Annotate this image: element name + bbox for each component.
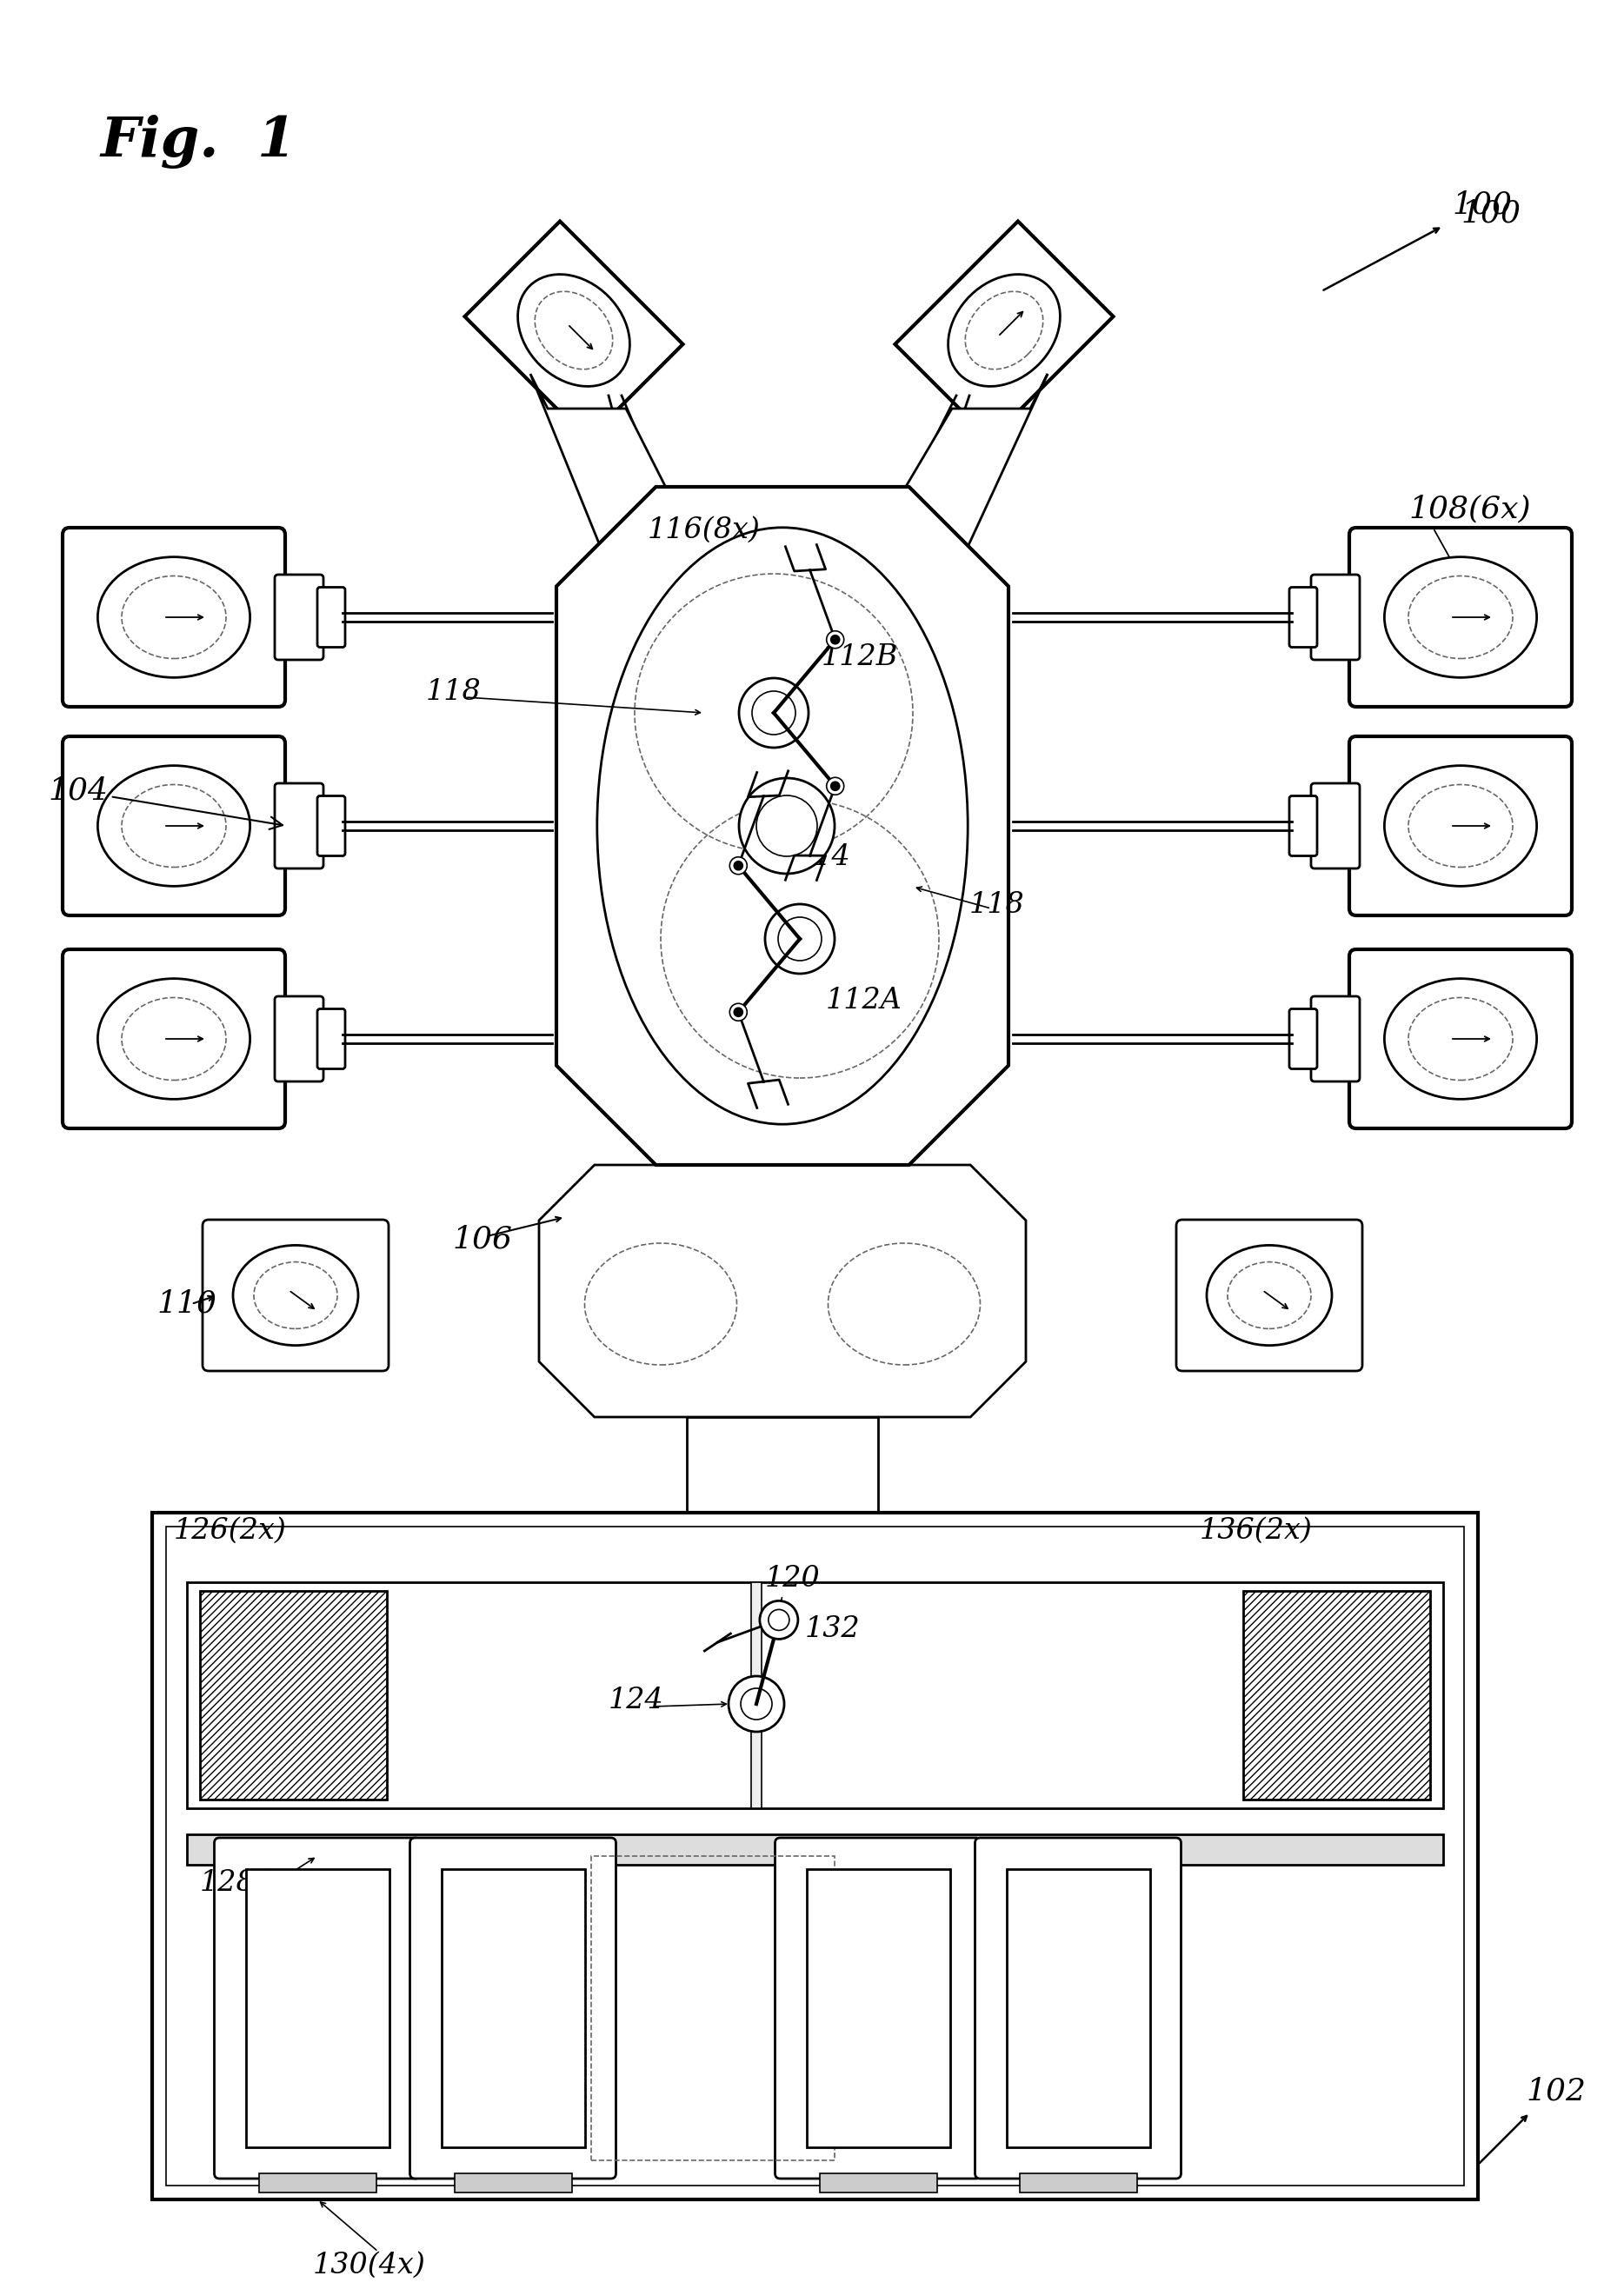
Circle shape [752,691,796,735]
Circle shape [739,678,809,749]
Circle shape [831,783,840,790]
Bar [187,1833,1444,1866]
Ellipse shape [1207,1245,1332,1346]
Text: 136(2x): 136(2x) [1200,1518,1312,1545]
Ellipse shape [97,556,250,678]
Bar [200,1591,387,1799]
Circle shape [729,1003,747,1021]
Polygon shape [539,1165,1026,1417]
Circle shape [729,1676,784,1733]
FancyBboxPatch shape [317,797,346,856]
Circle shape [739,778,835,874]
Bar [687,1417,879,1513]
Text: 116(8x): 116(8x) [648,515,760,545]
FancyBboxPatch shape [1350,737,1572,916]
Text: 104: 104 [47,776,283,829]
Ellipse shape [97,980,250,1099]
FancyBboxPatch shape [1350,529,1572,707]
FancyBboxPatch shape [974,1838,1181,2179]
FancyBboxPatch shape [1311,783,1359,868]
Text: 130(4x): 130(4x) [313,2252,425,2280]
FancyBboxPatch shape [203,1220,388,1371]
FancyBboxPatch shape [63,950,286,1128]
Text: Fig.  1: Fig. 1 [101,114,296,169]
Text: 120: 120 [765,1566,820,1593]
Polygon shape [557,488,1009,1165]
Polygon shape [464,222,684,439]
Ellipse shape [1384,980,1536,1099]
FancyBboxPatch shape [1176,1220,1363,1371]
Ellipse shape [97,765,250,886]
Bar [245,1870,390,2147]
Ellipse shape [948,275,1060,387]
Bar [820,2172,937,2193]
Polygon shape [531,373,703,607]
FancyBboxPatch shape [317,588,346,648]
FancyBboxPatch shape [775,1838,981,2179]
Bar [187,1582,1444,1808]
Bar [1020,2172,1137,2193]
FancyBboxPatch shape [274,783,323,868]
FancyBboxPatch shape [63,737,286,916]
Circle shape [778,918,822,961]
Bar [258,2172,377,2193]
FancyBboxPatch shape [214,1838,421,2179]
Bar [166,1527,1463,2186]
Text: 118: 118 [970,890,1025,918]
Bar [455,2172,572,2193]
FancyBboxPatch shape [409,1838,615,2179]
Bar [442,1870,585,2147]
Text: 114: 114 [796,842,851,872]
Text: 132: 132 [806,1616,861,1644]
Bar [752,1582,762,1808]
Text: 108(6x): 108(6x) [1408,494,1531,524]
FancyBboxPatch shape [63,529,286,707]
Bar [591,1856,835,2161]
FancyBboxPatch shape [317,1009,346,1069]
Circle shape [757,797,817,856]
Text: 134: 134 [1043,1909,1099,1936]
Circle shape [734,1007,742,1016]
Polygon shape [862,373,1047,607]
FancyBboxPatch shape [274,575,323,659]
Text: 124: 124 [609,1687,664,1714]
Ellipse shape [232,1245,359,1346]
Circle shape [760,1600,797,1639]
Bar [1007,1870,1150,2147]
Ellipse shape [518,275,630,387]
FancyBboxPatch shape [274,996,323,1080]
FancyBboxPatch shape [1350,950,1572,1128]
Text: 128(4x): 128(4x) [200,1870,313,1898]
Circle shape [768,1609,789,1630]
Circle shape [734,861,742,870]
Text: 100: 100 [1460,199,1520,229]
Text: 100: 100 [1452,190,1512,220]
Text: 112A: 112A [827,987,903,1014]
Text: 126(2x): 126(2x) [174,1518,287,1545]
Ellipse shape [1384,765,1536,886]
Circle shape [827,632,844,648]
FancyBboxPatch shape [1311,575,1359,659]
Ellipse shape [1384,556,1536,678]
Circle shape [741,1689,771,1719]
FancyBboxPatch shape [1289,588,1317,648]
Text: 110: 110 [156,1289,216,1318]
Text: 102: 102 [1527,2076,1585,2106]
Text: 118: 118 [425,678,481,705]
Text: 106: 106 [451,1225,512,1254]
Circle shape [729,856,747,874]
Circle shape [827,778,844,794]
Bar [1244,1591,1431,1799]
Circle shape [831,636,840,643]
FancyBboxPatch shape [1289,1009,1317,1069]
Ellipse shape [598,526,968,1124]
Bar [153,1513,1478,2200]
Polygon shape [895,222,1112,439]
FancyBboxPatch shape [1311,996,1359,1080]
Circle shape [765,904,835,973]
FancyBboxPatch shape [1289,797,1317,856]
Text: 112B: 112B [822,643,898,671]
Bar [807,1870,950,2147]
